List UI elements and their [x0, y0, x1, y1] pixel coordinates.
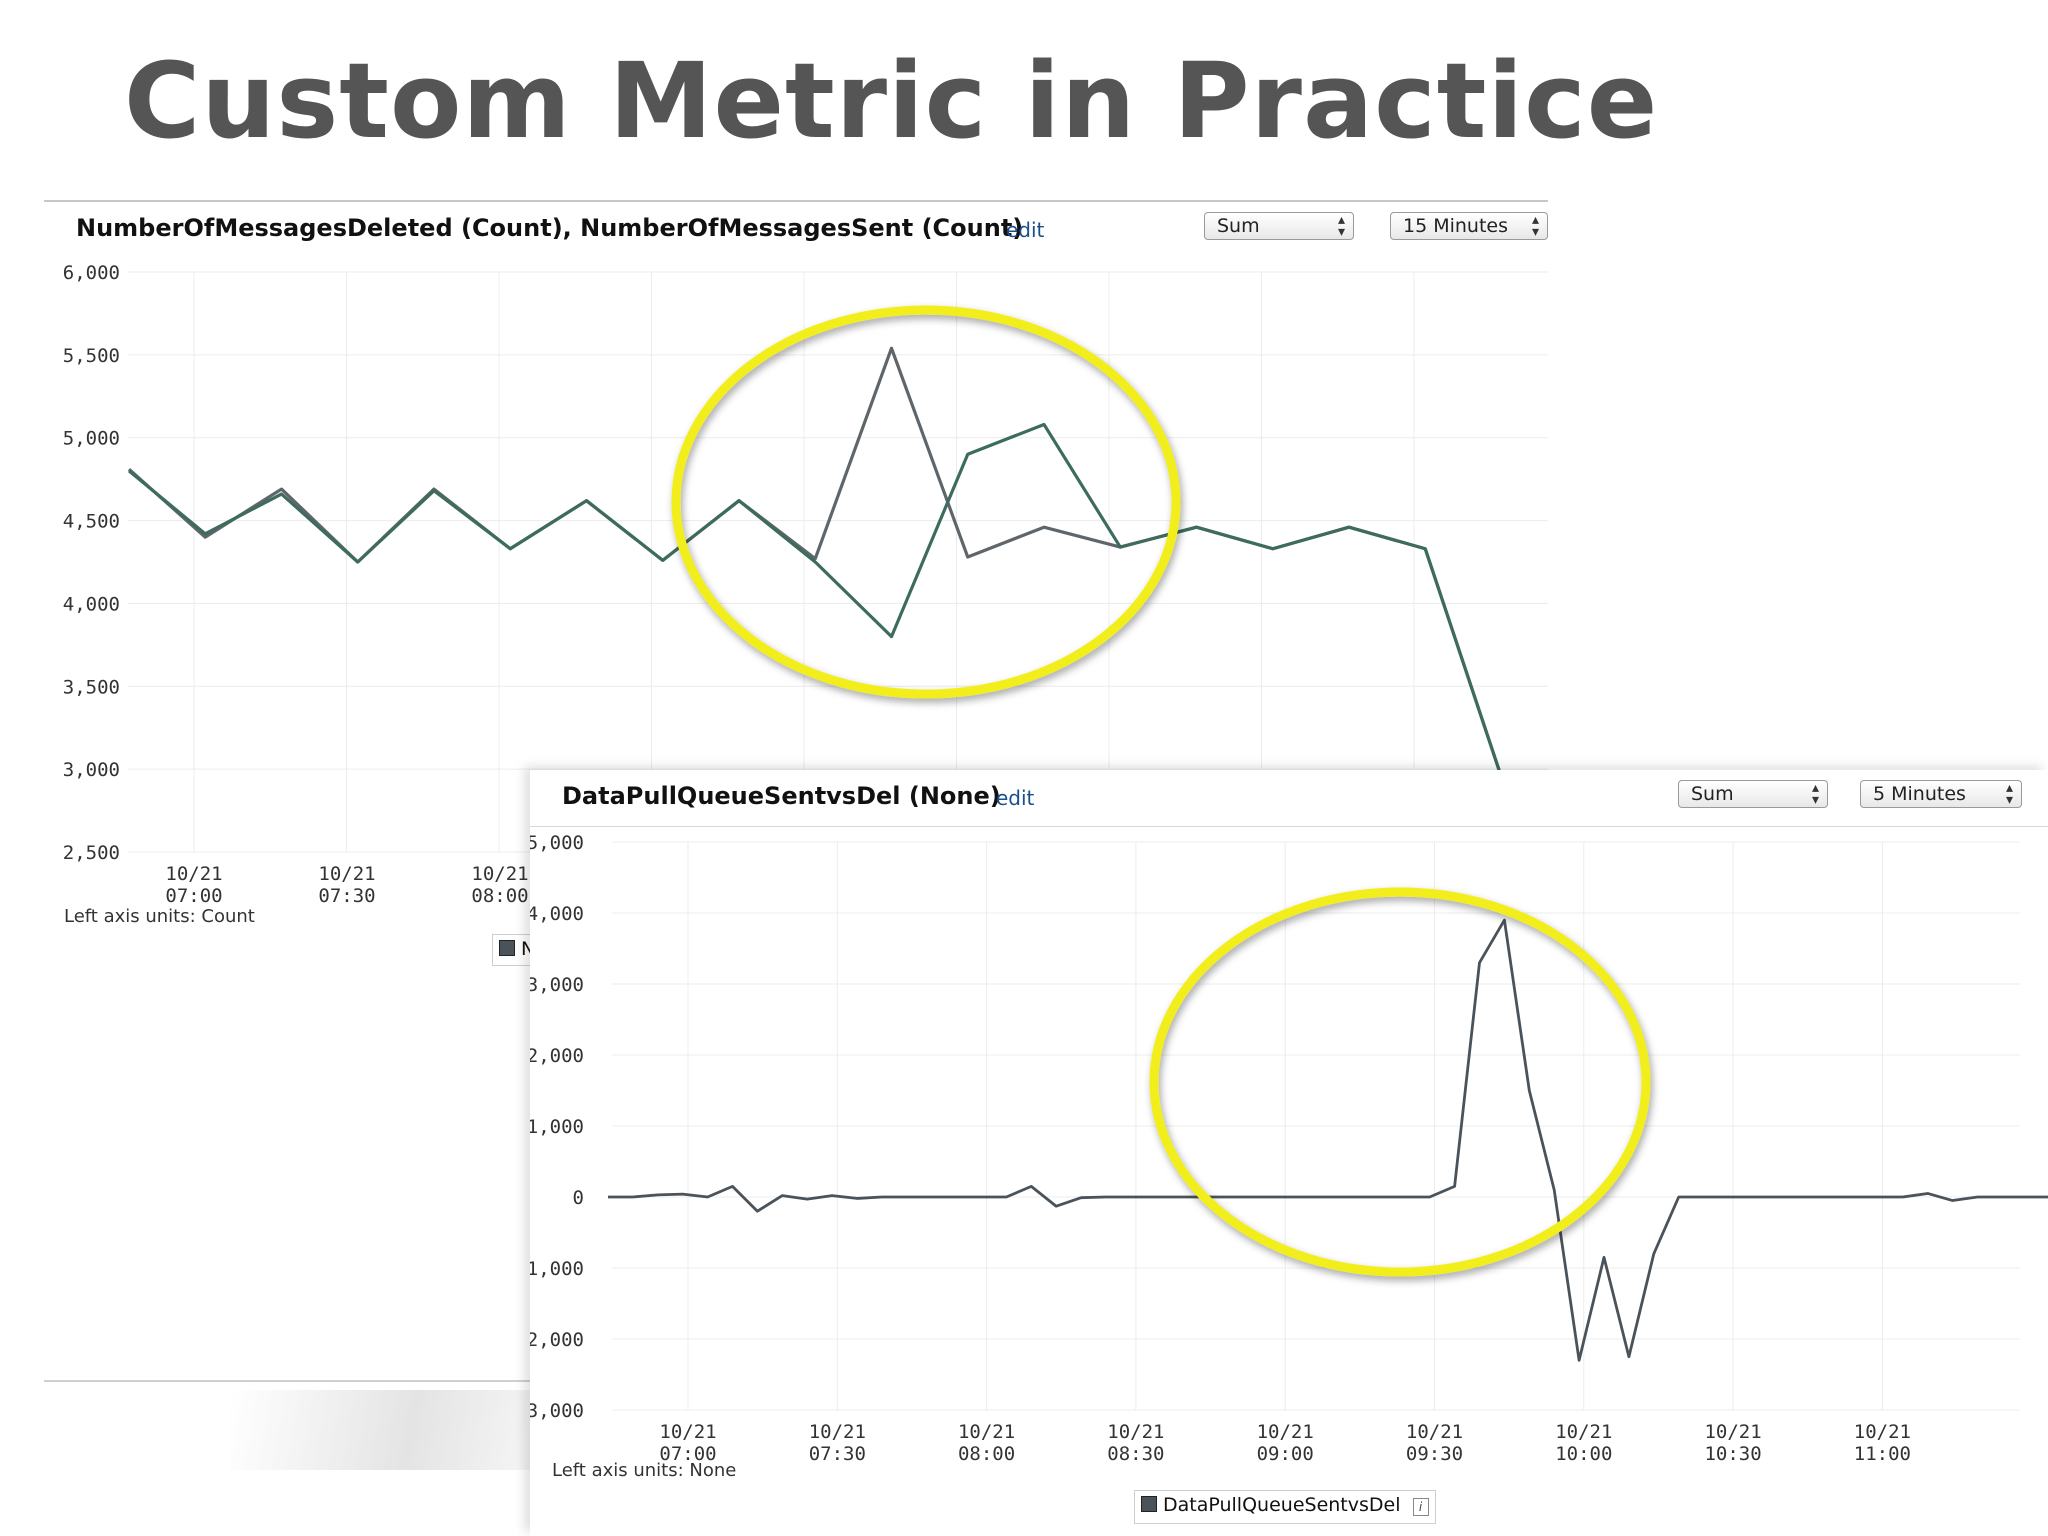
period-select-messages[interactable]: 15 Minutes ▴ ▾: [1390, 212, 1548, 240]
select-arrows-icon: ▴ ▾: [1811, 780, 1819, 808]
select-arrows-icon: ▴ ▾: [1531, 212, 1539, 240]
select-arrows-icon: ▴ ▾: [2005, 780, 2013, 808]
x-tick-date: 10/21: [1406, 1421, 1463, 1443]
y-tick-label: -1,000: [530, 1258, 584, 1280]
panel-divider: [530, 826, 2048, 827]
statistic-select-messages[interactable]: Sum ▴ ▾: [1204, 212, 1354, 240]
x-tick-time: 08:30: [1107, 1443, 1164, 1465]
y-tick-label: -2,000: [530, 1329, 584, 1351]
x-tick-date: 10/21: [1555, 1421, 1612, 1443]
chart-title-messages: NumberOfMessagesDeleted (Count), NumberO…: [76, 214, 1024, 242]
y-tick-label: 2,500: [63, 842, 120, 864]
legend-swatch: [1141, 1496, 1157, 1512]
panel-divider: [44, 200, 1548, 202]
legend-swatch: [499, 940, 515, 956]
y-tick-label: 1,000: [530, 1116, 584, 1138]
x-tick-time: 07:00: [659, 1443, 716, 1465]
x-tick-time: 08:00: [958, 1443, 1015, 1465]
x-tick-time: 07:00: [165, 885, 222, 907]
edit-link-messages[interactable]: edit: [1006, 218, 1045, 242]
y-tick-label: 0: [573, 1187, 584, 1209]
chart-panel-datapull: DataPullQueueSentvsDel (None) edit Sum ▴ ▾…: [530, 770, 2048, 1536]
y-tick-label: 4,000: [530, 903, 584, 925]
legend-datapull: DataPullQueueSentvsDel i: [1134, 1490, 1436, 1524]
panel-bottom-line: [44, 1380, 544, 1382]
x-tick-date: 10/21: [659, 1421, 716, 1443]
legend-label: DataPullQueueSentvsDel: [1163, 1494, 1401, 1516]
chart-title-datapull: DataPullQueueSentvsDel (None): [562, 782, 1001, 810]
shadow-fade: [230, 1390, 530, 1470]
units-label-datapull: Left axis units: None: [552, 1460, 737, 1481]
slide-title: Custom Metric in Practice: [124, 40, 1659, 162]
x-tick-date: 10/21: [318, 863, 375, 885]
y-tick-label: -3,000: [530, 1400, 584, 1422]
x-tick-date: 10/21: [471, 863, 528, 885]
y-tick-label: 3,000: [63, 759, 120, 781]
series-line-datapull: [608, 918, 2048, 1362]
x-tick-date: 10/21: [1107, 1421, 1164, 1443]
statistic-value: Sum: [1691, 783, 1734, 805]
x-tick-date: 10/21: [1704, 1421, 1761, 1443]
select-arrows-icon: ▴ ▾: [1337, 212, 1345, 240]
chart-plot-messages: 6,000 5,500 5,000 4,500 4,000 3,500 3,000 2,500…: [63, 262, 1548, 907]
x-tick-time: 09:30: [1406, 1443, 1463, 1465]
x-tick-time: 11:00: [1854, 1443, 1911, 1465]
x-tick-date: 10/21: [1854, 1421, 1911, 1443]
period-value: 15 Minutes: [1403, 215, 1509, 237]
y-tick-label: 2,000: [530, 1045, 584, 1067]
x-tick-date: 10/21: [1257, 1421, 1314, 1443]
y-tick-label: 5,000: [530, 832, 584, 854]
x-tick-time: 07:30: [809, 1443, 866, 1465]
units-label-messages: Left axis units: Count: [64, 906, 255, 927]
y-tick-label: 6,000: [63, 262, 120, 284]
y-tick-label: 4,500: [63, 511, 120, 533]
y-tick-label: 5,500: [63, 345, 120, 367]
statistic-select-datapull[interactable]: Sum ▴ ▾: [1678, 780, 1828, 808]
chart-plot-datapull: 5,000 4,000 3,000 2,000 1,000 0 -1,000 -2,000 -3…: [530, 832, 2048, 1465]
statistic-value: Sum: [1217, 215, 1260, 237]
x-tick-date: 10/21: [165, 863, 222, 885]
series-line-a: [128, 422, 1504, 778]
y-tick-label: 3,500: [63, 676, 120, 698]
y-tick-label: 5,000: [63, 428, 120, 450]
x-tick-time: 07:30: [318, 885, 375, 907]
x-tick-time: 10:30: [1704, 1443, 1761, 1465]
info-icon[interactable]: i: [1412, 1498, 1429, 1516]
x-tick-time: 09:00: [1257, 1443, 1314, 1465]
x-tick-time: 10:00: [1555, 1443, 1612, 1465]
x-tick-time: 08:00: [471, 885, 528, 907]
period-select-datapull[interactable]: 5 Minutes ▴ ▾: [1860, 780, 2022, 808]
period-value: 5 Minutes: [1873, 783, 1966, 805]
x-tick-date: 10/21: [809, 1421, 866, 1443]
edit-link-datapull[interactable]: edit: [996, 786, 1035, 810]
y-tick-label: 3,000: [530, 974, 584, 996]
x-tick-date: 10/21: [958, 1421, 1015, 1443]
y-tick-label: 4,000: [63, 593, 120, 615]
